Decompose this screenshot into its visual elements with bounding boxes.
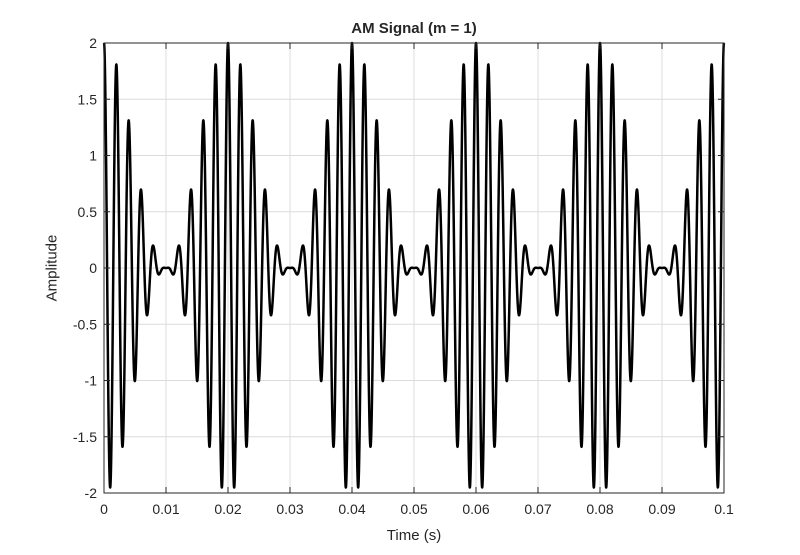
x-tick-label: 0.09 <box>648 501 675 517</box>
series-group <box>102 41 726 489</box>
am-signal-line <box>102 41 726 489</box>
y-tick-label: -0.5 <box>73 316 97 332</box>
y-tick-label: -2 <box>85 485 98 501</box>
x-tick-label: 0.03 <box>276 501 303 517</box>
y-tick-label: -1.5 <box>73 429 97 445</box>
y-axis-label: Amplitude <box>43 234 61 302</box>
x-tick-labels: 0 0.01 0.02 0.03 0.04 0.05 0.06 0.07 0.08 0.09 0.1 <box>100 501 734 517</box>
y-tick-label: 2 <box>89 35 97 51</box>
x-tick-label: 0.08 <box>586 501 613 517</box>
ticks <box>103 42 725 494</box>
x-tick-label: 0.04 <box>338 501 365 517</box>
y-tick-label: 1.5 <box>78 91 98 107</box>
x-tick-label: 0.07 <box>524 501 551 517</box>
x-tick-label: 0.02 <box>214 501 241 517</box>
y-tick-label: 0.5 <box>78 204 98 220</box>
x-tick-label: 0 <box>100 501 108 517</box>
x-tick-label: 0.01 <box>152 501 179 517</box>
y-tick-label: 0 <box>89 260 97 276</box>
y-tick-label: -1 <box>85 373 98 389</box>
x-tick-label: 0.06 <box>462 501 489 517</box>
x-axis-label: Time (s) <box>386 527 442 544</box>
chart-title: AM Signal (m = 1) <box>351 20 477 37</box>
y-tick-labels: -2 -1.5 -1 -0.5 0 0.5 1 1.5 2 <box>73 35 97 501</box>
x-tick-label: 0.1 <box>714 501 734 517</box>
x-tick-label: 0.05 <box>400 501 427 517</box>
y-tick-label: 1 <box>89 148 97 164</box>
